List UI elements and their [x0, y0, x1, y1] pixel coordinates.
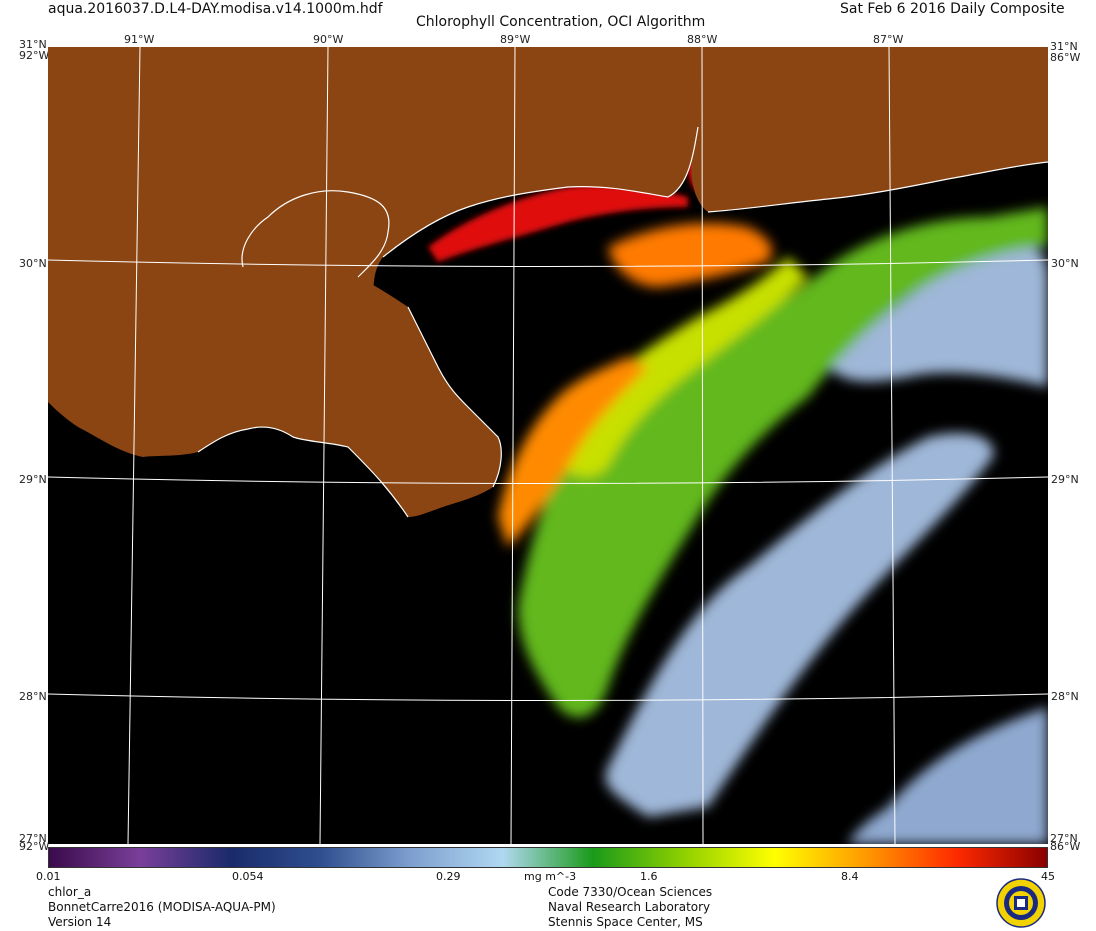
- lon-label-87w: 87°W: [873, 33, 904, 46]
- corner-lat-bottom-right: 27°N: [1050, 832, 1078, 845]
- low-chl-east: [828, 243, 1048, 387]
- org-code: Code 7330/Ocean Sciences: [548, 885, 713, 899]
- corner-lon-bottom-left: 92°W: [19, 840, 50, 853]
- org-location: Stennis Space Center, MS: [548, 915, 703, 929]
- parallel-30n: [48, 259, 1048, 267]
- lon-label-88w: 88°W: [687, 33, 718, 46]
- parallel-28n: [48, 693, 1048, 701]
- corner-lat-top-right: 31°N: [1050, 40, 1078, 53]
- yellow-green-band: [548, 257, 808, 477]
- scale-tick-3: 1.6: [640, 870, 658, 883]
- lat-label-30n-left: 30°N: [19, 257, 47, 270]
- orange-coastal: [498, 357, 648, 547]
- lat-label-29n-left: 29°N: [19, 473, 47, 486]
- meridian-87w: [888, 47, 896, 844]
- variable-name: chlor_a: [48, 885, 92, 899]
- scale-tick-2: 0.29: [436, 870, 461, 883]
- corner-lat-top-left: 31°N: [19, 38, 47, 51]
- low-chl-southeast: [848, 707, 1048, 844]
- composite-date: Sat Feb 6 2016 Daily Composite: [840, 1, 1065, 17]
- lon-label-91w: 91°W: [124, 33, 155, 46]
- scale-tick-0: 0.01: [36, 870, 61, 883]
- org-name: Naval Research Laboratory: [548, 900, 711, 914]
- scale-tick-1: 0.054: [232, 870, 264, 883]
- orange-sound: [608, 223, 772, 287]
- nrl-seal-logo: [996, 878, 1046, 928]
- graticule: [48, 47, 1048, 844]
- green-band: [518, 207, 1048, 718]
- lon-label-90w: 90°W: [313, 33, 344, 46]
- lat-label-29n-right: 29°N: [1051, 473, 1079, 486]
- lon-label-89w: 89°W: [500, 33, 531, 46]
- scale-units: mg m^-3: [524, 870, 577, 883]
- scale-tick-4: 8.4: [841, 870, 859, 883]
- chlorophyll-map: [48, 47, 1048, 844]
- parallel-29n: [48, 476, 1048, 484]
- color-scale-bar: [48, 847, 1048, 868]
- scale-tick-5: 45: [1041, 870, 1055, 883]
- red-coastal-strip: [428, 185, 688, 262]
- corner-lon-top-left: 92°W: [19, 49, 50, 62]
- meridian-89w: [510, 47, 516, 844]
- version-label: Version 14: [48, 915, 112, 929]
- coastline: [197, 126, 1048, 518]
- map-title: Chlorophyll Concentration, OCI Algorithm: [416, 14, 706, 30]
- meridian-90w: [319, 47, 329, 844]
- lat-label-28n-right: 28°N: [1051, 690, 1079, 703]
- lat-label-28n-left: 28°N: [19, 690, 47, 703]
- meridian-91w: [127, 47, 141, 844]
- dataset-name: BonnetCarre2016 (MODISA-AQUA-PM): [48, 900, 276, 914]
- corner-lon-top-right: 86°W: [1050, 51, 1081, 64]
- file-name: aqua.2016037.D.L4-DAY.modisa.v14.1000m.h…: [48, 1, 383, 17]
- lat-label-30n-right: 30°N: [1051, 257, 1079, 270]
- land-mass: [48, 47, 1048, 517]
- corner-lat-bottom-left: 27°N: [19, 832, 47, 845]
- corner-lon-bottom-right: 86°W: [1050, 840, 1081, 853]
- meridian-88w: [701, 47, 704, 844]
